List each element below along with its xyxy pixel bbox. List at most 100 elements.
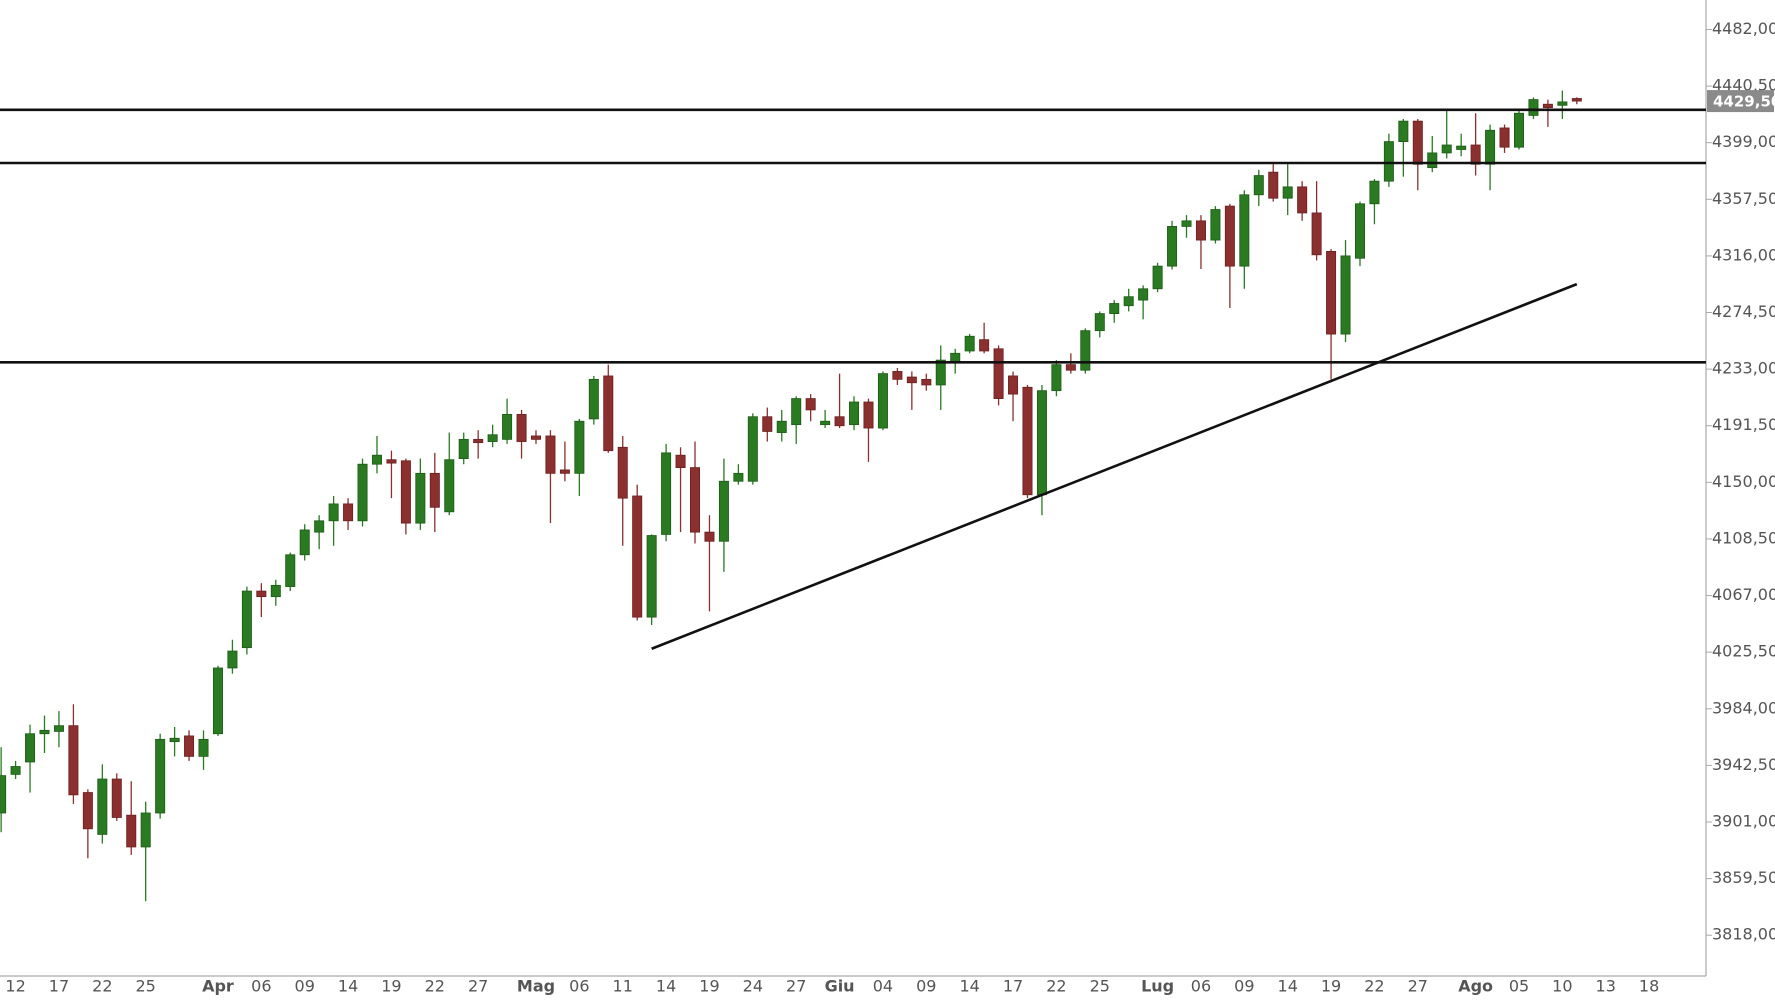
x-tick-label: Apr — [202, 977, 234, 996]
x-tick-label: 18 — [1639, 977, 1659, 996]
candle-body — [733, 472, 744, 482]
x-tick-label: 09 — [916, 977, 936, 996]
candle-body — [632, 495, 643, 618]
candle-body — [935, 359, 946, 386]
y-tick-label: 3942,50 — [1712, 755, 1775, 774]
x-tick-label: 06 — [1191, 977, 1211, 996]
candle-body — [1383, 141, 1394, 182]
candle-body — [97, 778, 108, 835]
candle-body — [1094, 313, 1105, 332]
x-tick-label: 14 — [959, 977, 979, 996]
candle-body — [1181, 220, 1192, 227]
candle-body — [863, 401, 874, 429]
candle-body — [1167, 226, 1178, 267]
candle-body — [473, 438, 484, 444]
y-tick-label: 3901,00 — [1712, 811, 1775, 830]
candle-body — [285, 554, 296, 587]
x-tick-label: 11 — [613, 977, 633, 996]
candle-body — [371, 454, 382, 465]
candle-body — [704, 531, 715, 542]
x-tick-label: 09 — [1234, 977, 1254, 996]
candle-body — [1441, 144, 1452, 154]
x-tick-label: 22 — [1364, 977, 1384, 996]
x-tick-label: 09 — [295, 977, 315, 996]
x-tick-label: 06 — [569, 977, 589, 996]
candle-body — [1340, 255, 1351, 335]
candle-body — [1354, 203, 1365, 259]
candle-body — [53, 725, 64, 732]
y-tick-label: 3984,00 — [1712, 698, 1775, 717]
candle-body — [1239, 194, 1250, 267]
y-tick-label: 4191,50 — [1712, 415, 1775, 434]
candle-body — [545, 435, 556, 474]
candle-body — [1138, 288, 1149, 301]
candle-body — [675, 454, 686, 469]
x-tick-label: 22 — [92, 977, 112, 996]
candle-body — [10, 766, 21, 775]
x-tick-label: 19 — [699, 977, 719, 996]
candle-body — [82, 792, 93, 830]
candle-body — [906, 376, 917, 384]
x-tick-label: 19 — [381, 977, 401, 996]
x-tick-label: 22 — [425, 977, 445, 996]
candle-body — [68, 725, 79, 796]
candle-body — [747, 416, 758, 482]
x-tick-label: 27 — [1408, 977, 1428, 996]
candle-body — [1513, 112, 1524, 148]
candle-body — [690, 467, 701, 533]
candle-body — [603, 375, 614, 452]
x-tick-label: 17 — [1003, 977, 1023, 996]
candle-body — [1282, 186, 1293, 199]
x-tick-label: 13 — [1596, 977, 1616, 996]
candle-body — [1326, 251, 1337, 335]
candle-body — [1080, 330, 1091, 371]
x-tick-label: 12 — [5, 977, 25, 996]
candle-body — [1051, 364, 1062, 392]
candle-body — [718, 480, 729, 542]
candle-body — [1109, 303, 1120, 315]
candle-body — [1224, 205, 1235, 267]
candle-body — [299, 529, 310, 556]
x-tick-label: Giu — [825, 977, 855, 996]
candle-body — [25, 733, 36, 763]
candle-body — [502, 414, 513, 440]
candle-body — [111, 778, 122, 818]
x-tick-label: 25 — [136, 977, 156, 996]
x-tick-label: 17 — [49, 977, 69, 996]
candle-body — [964, 335, 975, 352]
candle-body — [1123, 296, 1134, 307]
candle-body — [574, 420, 585, 474]
candle-body — [849, 401, 860, 426]
x-tick-label: 27 — [786, 977, 806, 996]
candle-body — [39, 729, 50, 735]
candle-body — [1398, 120, 1409, 142]
x-tick-label: 06 — [251, 977, 271, 996]
candle-body — [357, 463, 368, 522]
candle-body — [1557, 101, 1568, 106]
candle-body — [877, 373, 888, 429]
candle-body — [791, 398, 802, 426]
candle-body — [1470, 144, 1481, 165]
candle-body — [140, 812, 151, 848]
candle-body — [0, 775, 7, 814]
candle-body — [892, 371, 903, 380]
candle-body — [993, 348, 1004, 399]
y-tick-label: 4440,50 — [1712, 76, 1775, 95]
candle-body — [429, 472, 440, 508]
candle-body — [227, 650, 238, 669]
candle-body — [343, 503, 354, 522]
candle-body — [1427, 152, 1438, 169]
candle-body — [646, 535, 657, 618]
candle-body — [1412, 120, 1423, 165]
candle-body — [559, 469, 570, 474]
x-tick-label: 22 — [1046, 977, 1066, 996]
candle-body — [415, 472, 426, 524]
y-tick-label: 4108,50 — [1712, 528, 1775, 547]
candle-body — [126, 814, 137, 848]
candle-body — [444, 459, 455, 513]
candle-body — [950, 352, 961, 363]
candle-body — [1456, 145, 1467, 150]
x-tick-label: Mag — [517, 977, 555, 996]
y-tick-label: 4067,00 — [1712, 585, 1775, 604]
